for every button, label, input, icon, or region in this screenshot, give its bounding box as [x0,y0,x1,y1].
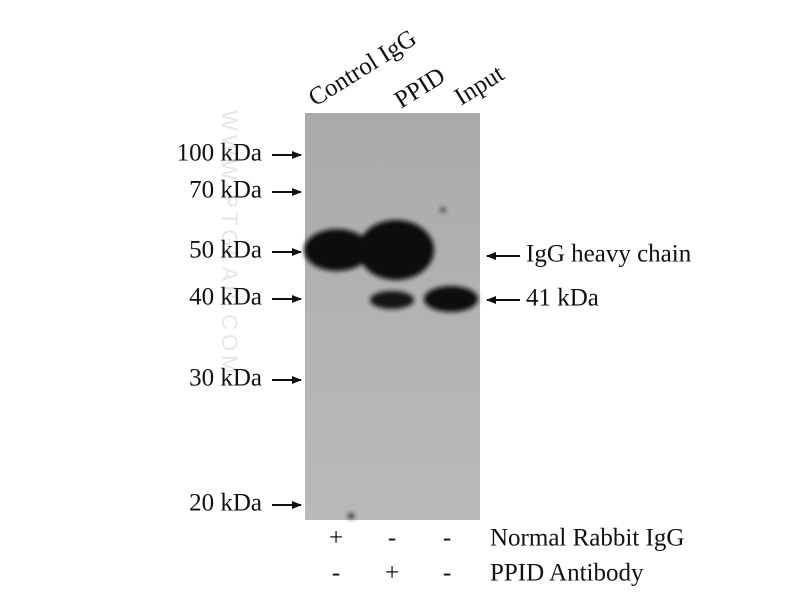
markers: 100 kDa 70 kDa 50 kDa 40 kDa 30 kDa 20 kDa [177,140,302,517]
condition-label: Normal Rabbit IgG [490,525,684,552]
sign: + [385,560,399,587]
sign: - [388,525,396,552]
annotations: IgG heavy chain 41 kDa [486,241,692,312]
sign: - [332,560,340,587]
lane-label: Input [450,60,509,111]
lane-label: PPID [390,62,450,114]
sign: - [443,525,451,552]
marker-label: 40 kDa [189,284,262,311]
speck [348,513,354,519]
band [370,291,414,309]
speck [440,207,446,213]
sign: - [443,560,451,587]
band [358,220,434,280]
conditions: + - - Normal Rabbit IgG - + - PPID Antibody [329,525,684,587]
annotation-label: 41 kDa [526,285,599,312]
marker-label: 20 kDa [189,490,262,517]
sign: + [329,525,343,552]
bands [304,207,478,519]
watermark: WWW.PTGLAB.COM [217,110,242,377]
band [424,286,478,312]
marker-label: 50 kDa [189,237,262,264]
blot [305,113,480,520]
marker-label: 100 kDa [177,140,262,167]
marker-label: 30 kDa [189,365,262,392]
band [304,229,370,271]
condition-label: PPID Antibody [490,560,644,587]
marker-label: 70 kDa [189,177,262,204]
annotation-label: IgG heavy chain [526,241,692,268]
